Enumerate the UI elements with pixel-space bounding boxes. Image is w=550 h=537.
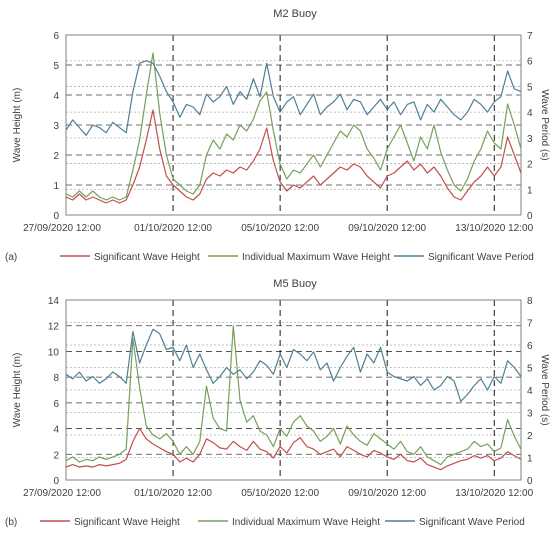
right-tick-label: 4 (527, 108, 533, 119)
x-tick-label: 05/10/2020 12:00 (241, 488, 319, 499)
series-line-significant-wave-height (65, 428, 522, 471)
series-line-significant-wave-height (65, 109, 522, 204)
right-tick-label: 3 (527, 134, 533, 145)
right-tick-label: 5 (527, 82, 533, 93)
left-tick-label: 3 (53, 121, 59, 132)
plot-area-frame (65, 34, 522, 216)
right-tick-label: 4 (527, 386, 533, 397)
series-line-individual-maximum-wave-height (65, 52, 522, 201)
left-axis-label: Wave Height (m) (12, 88, 23, 163)
series-line-significant-wave-period (65, 60, 522, 136)
left-tick-label: 8 (53, 373, 59, 384)
right-tick-label: 2 (527, 431, 533, 442)
series-line-significant-wave-period (65, 328, 522, 402)
right-axis-tick-labels: 0 1 2 3 4 5 6 7 8 (527, 296, 533, 487)
vertical-gridlines (172, 300, 495, 480)
series-line-individual-maximum-wave-height (65, 325, 522, 466)
chart-title: M5 Buoy (273, 278, 317, 290)
left-axis-label: Wave Height (m) (12, 353, 23, 428)
x-tick-label: 09/10/2020 12:00 (348, 488, 426, 499)
series-layer (65, 325, 522, 471)
left-tick-label: 0 (53, 476, 59, 487)
legend-label-individual-maximum-wave-height: Individual Maximum Wave Height (242, 252, 390, 263)
right-tick-label: 3 (527, 409, 533, 420)
right-tick-label: 6 (527, 57, 533, 68)
left-tick-label: 4 (53, 425, 59, 436)
vertical-gridlines (172, 35, 495, 215)
x-axis-tick-labels: 27/09/2020 12:00 01/10/2020 12:00 05/10/20… (23, 223, 534, 234)
left-tick-label: 4 (53, 91, 59, 102)
x-tick-label: 13/10/2020 12:00 (455, 223, 533, 234)
x-tick-label: 27/09/2020 12:00 (23, 223, 101, 234)
left-axis-tick-labels: 0 2 4 6 8 10 12 14 (48, 296, 60, 487)
left-tick-label: 2 (53, 151, 59, 162)
right-tick-label: 8 (527, 296, 533, 307)
legend-label-significant-wave-height: Significant Wave Height (74, 517, 180, 528)
panel-label: (b) (5, 517, 17, 528)
legend: Significant Wave Height Individual Maxim… (60, 252, 534, 263)
legend-label-significant-wave-height: Significant Wave Height (94, 252, 200, 263)
right-tick-label: 0 (527, 476, 533, 487)
left-tick-label: 2 (53, 450, 59, 461)
chart-m2-buoy: M2 Buoy 0 1 2 3 4 5 6 0 1 2 3 4 5 6 7 27/09/2020 12:0… (5, 8, 550, 263)
left-tick-label: 6 (53, 31, 59, 42)
right-tick-label: 1 (527, 454, 533, 465)
right-axis-label: Wave Period (s) (539, 354, 550, 425)
right-tick-label: 5 (527, 364, 533, 375)
legend-label-significant-wave-period: Significant Wave Period (428, 252, 534, 263)
x-tick-label: 05/10/2020 12:00 (241, 223, 319, 234)
left-tick-label: 6 (53, 399, 59, 410)
x-axis-tick-labels: 27/09/2020 12:00 01/10/2020 12:00 05/10/20… (23, 488, 534, 499)
right-axis-label: Wave Period (s) (539, 89, 550, 160)
right-tick-label: 1 (527, 185, 533, 196)
plot-area-frame (65, 299, 522, 481)
left-tick-label: 14 (48, 296, 60, 307)
left-tick-label: 5 (53, 61, 59, 72)
legend-label-individual-maximum-wave-height: Individual Maximum Wave Height (232, 517, 380, 528)
x-tick-label: 09/10/2020 12:00 (348, 223, 426, 234)
right-tick-label: 2 (527, 160, 533, 171)
left-axis-tick-labels: 0 1 2 3 4 5 6 (53, 31, 59, 222)
left-tick-label: 1 (53, 181, 59, 192)
x-tick-label: 27/09/2020 12:00 (23, 488, 101, 499)
right-tick-label: 0 (527, 211, 533, 222)
right-tick-label: 7 (527, 31, 533, 42)
right-axis-tick-labels: 0 1 2 3 4 5 6 7 (527, 31, 533, 222)
legend-label-significant-wave-period: Significant Wave Period (419, 517, 525, 528)
x-tick-label: 13/10/2020 12:00 (455, 488, 533, 499)
right-tick-label: 6 (527, 341, 533, 352)
chart-title: M2 Buoy (273, 8, 317, 20)
right-tick-label: 7 (527, 319, 533, 330)
left-tick-label: 10 (48, 347, 60, 358)
x-tick-label: 01/10/2020 12:00 (134, 223, 212, 234)
left-tick-label: 12 (48, 322, 60, 333)
x-tick-label: 01/10/2020 12:00 (134, 488, 212, 499)
left-tick-label: 0 (53, 211, 59, 222)
series-layer (65, 52, 522, 204)
panel-label: (a) (5, 252, 17, 263)
legend: Significant Wave Height Individual Maxim… (40, 517, 525, 528)
